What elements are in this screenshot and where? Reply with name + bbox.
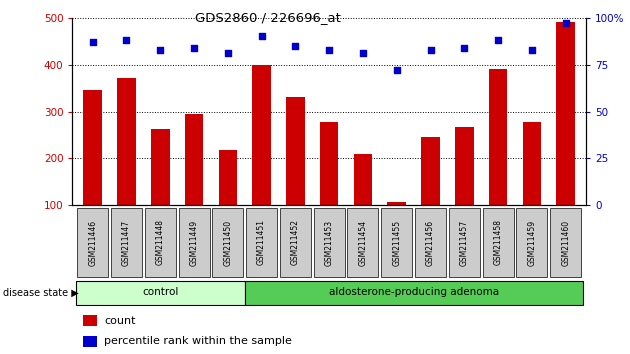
Bar	[320, 122, 338, 205]
Point	[358, 51, 368, 56]
Bar	[151, 129, 169, 205]
FancyBboxPatch shape	[517, 208, 547, 277]
FancyBboxPatch shape	[145, 208, 176, 277]
Point	[425, 47, 435, 52]
Point	[459, 45, 469, 51]
Bar	[455, 126, 474, 205]
Point	[392, 67, 402, 73]
Bar	[556, 22, 575, 205]
Point	[155, 47, 165, 52]
FancyBboxPatch shape	[111, 208, 142, 277]
Text: GSM211452: GSM211452	[291, 219, 300, 266]
Point	[189, 45, 199, 51]
Bar	[83, 90, 102, 205]
Text: GSM211450: GSM211450	[224, 219, 232, 266]
Bar	[522, 122, 541, 205]
Text: GDS2860 / 226696_at: GDS2860 / 226696_at	[195, 11, 340, 24]
FancyBboxPatch shape	[449, 208, 480, 277]
Bar	[286, 97, 305, 205]
Text: GSM211447: GSM211447	[122, 219, 131, 266]
Point	[223, 51, 233, 56]
Bar	[185, 114, 203, 205]
Text: aldosterone-producing adenoma: aldosterone-producing adenoma	[329, 287, 499, 297]
Text: GSM211449: GSM211449	[190, 219, 198, 266]
Text: GSM211446: GSM211446	[88, 219, 97, 266]
FancyBboxPatch shape	[77, 208, 108, 277]
FancyBboxPatch shape	[280, 208, 311, 277]
FancyBboxPatch shape	[483, 208, 513, 277]
Text: GSM211459: GSM211459	[527, 219, 536, 266]
Bar	[253, 65, 271, 205]
Point	[561, 21, 571, 26]
Text: GSM211460: GSM211460	[561, 219, 570, 266]
FancyBboxPatch shape	[415, 208, 446, 277]
Bar	[353, 154, 372, 205]
FancyBboxPatch shape	[550, 208, 581, 277]
Point	[290, 43, 301, 48]
Bar	[83, 336, 96, 347]
Text: GSM211456: GSM211456	[426, 219, 435, 266]
Text: GSM211454: GSM211454	[358, 219, 367, 266]
Bar	[219, 150, 237, 205]
Text: percentile rank within the sample: percentile rank within the sample	[105, 336, 292, 346]
Text: GSM211453: GSM211453	[324, 219, 334, 266]
Bar	[83, 315, 96, 326]
FancyBboxPatch shape	[246, 208, 277, 277]
Point	[324, 47, 334, 52]
FancyBboxPatch shape	[381, 208, 412, 277]
Bar	[421, 137, 440, 205]
Bar	[244, 281, 583, 305]
Bar	[117, 78, 136, 205]
Text: control: control	[142, 287, 178, 297]
Text: GSM211448: GSM211448	[156, 219, 165, 266]
Point	[256, 34, 266, 39]
FancyBboxPatch shape	[314, 208, 345, 277]
Text: GSM211458: GSM211458	[493, 219, 503, 266]
Point	[527, 47, 537, 52]
Text: GSM211455: GSM211455	[392, 219, 401, 266]
Text: count: count	[105, 316, 136, 326]
FancyBboxPatch shape	[178, 208, 210, 277]
FancyBboxPatch shape	[347, 208, 379, 277]
Text: GSM211457: GSM211457	[460, 219, 469, 266]
Bar	[387, 201, 406, 205]
Point	[122, 38, 132, 43]
Bar	[489, 69, 507, 205]
Text: GSM211451: GSM211451	[257, 219, 266, 266]
Point	[88, 39, 98, 45]
Text: disease state ▶: disease state ▶	[3, 288, 79, 298]
Point	[493, 38, 503, 43]
FancyBboxPatch shape	[212, 208, 243, 277]
Bar	[76, 281, 244, 305]
